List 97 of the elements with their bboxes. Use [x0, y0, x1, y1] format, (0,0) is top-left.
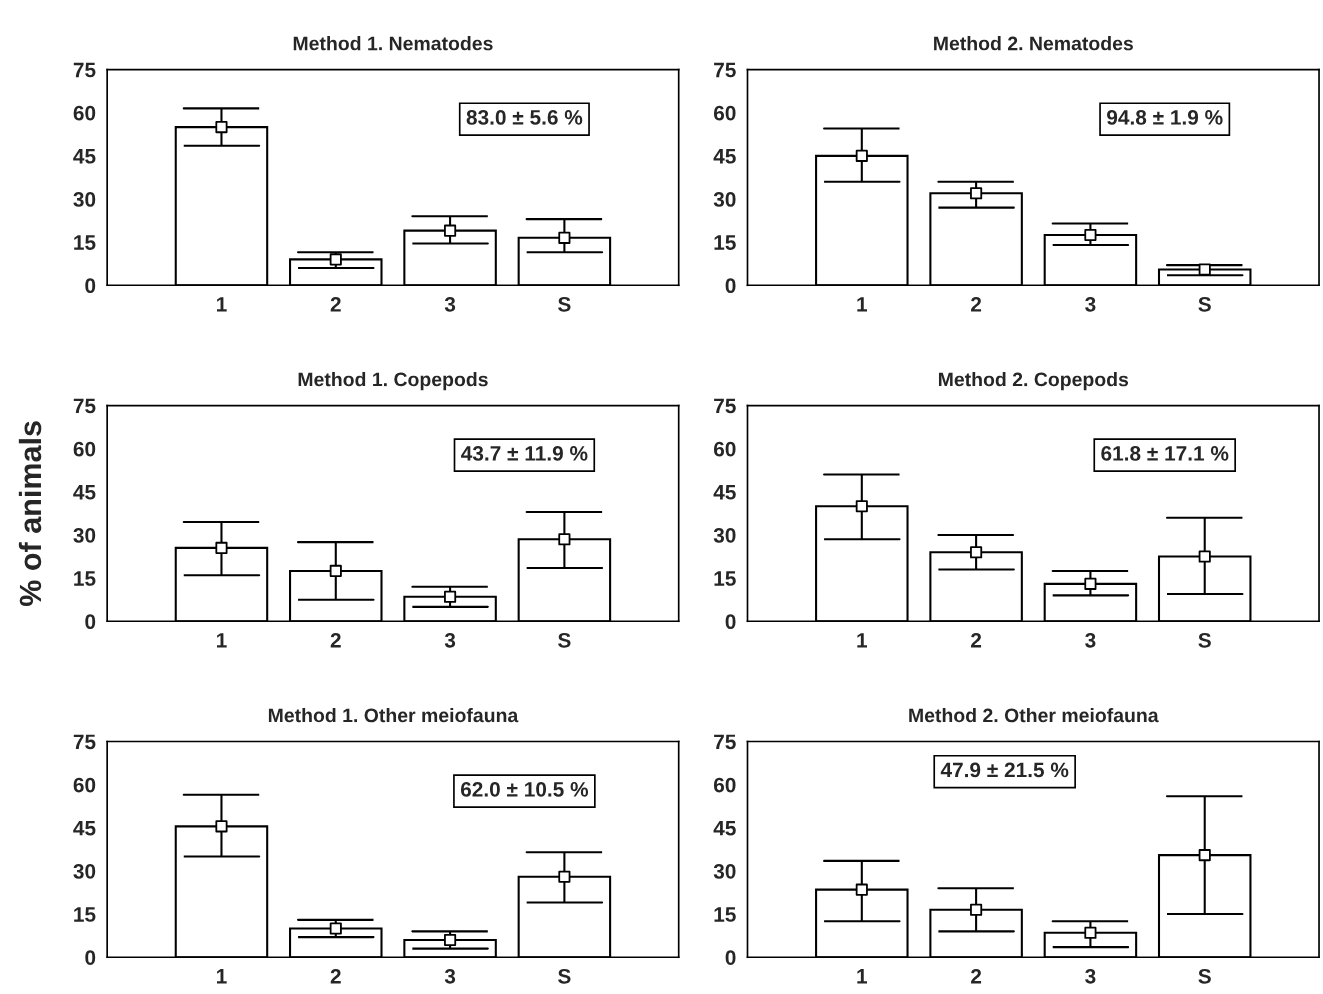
- x-tick-label: 3: [444, 632, 456, 648]
- point: [558, 231, 571, 244]
- point: [558, 870, 571, 883]
- y-tick-label: 60: [73, 105, 96, 121]
- annotation: 83.0 ± 5.6 %: [466, 110, 583, 125]
- y-tick-label: 30: [73, 863, 96, 879]
- y-tick-label: 0: [725, 278, 736, 294]
- point: [215, 820, 228, 833]
- x-tick-label: 1: [857, 297, 868, 312]
- y-tick-label: 15: [74, 907, 96, 922]
- x-tick-label: S: [558, 296, 571, 312]
- point: [1198, 849, 1211, 862]
- y-tick-label: 45: [73, 149, 96, 164]
- y-axis-title: % of animals: [18, 421, 42, 607]
- point: [1084, 926, 1097, 939]
- point: [444, 590, 457, 603]
- point: [855, 149, 868, 162]
- y-tick-label: 75: [714, 62, 736, 78]
- x-tick-label: S: [1198, 968, 1211, 984]
- chart-title: Method 2. Nematodes: [934, 36, 1133, 51]
- point: [1084, 228, 1097, 242]
- point: [970, 903, 983, 916]
- x-tick-label: S: [1198, 296, 1211, 312]
- point: [970, 187, 983, 200]
- y-tick-label: 60: [73, 441, 96, 457]
- annotation: 94.8 ± 1.9 %: [1107, 110, 1223, 125]
- x-tick-label: 2: [330, 968, 341, 984]
- chart-title: Method 1. Other meiofauna: [268, 707, 519, 723]
- y-tick-label: 0: [85, 950, 96, 965]
- y-tick-label: 60: [713, 441, 736, 457]
- y-tick-label: 15: [714, 907, 736, 922]
- x-tick-label: 2: [971, 296, 982, 312]
- point: [970, 546, 983, 559]
- y-tick-label: 45: [713, 821, 736, 836]
- point: [329, 253, 342, 266]
- point: [1198, 550, 1211, 563]
- x-tick-label: 3: [1085, 296, 1096, 312]
- x-tick-label: 2: [330, 296, 341, 312]
- chart-title: Method 1. Nematodes: [293, 36, 493, 51]
- y-tick-label: 75: [73, 62, 96, 78]
- y-tick-label: 75: [714, 398, 736, 414]
- x-tick-label: 3: [1085, 632, 1096, 648]
- chart-title: Method 2. Other meiofauna: [909, 707, 1159, 723]
- x-tick-label: 2: [971, 968, 982, 984]
- x-tick-label: 1: [216, 297, 227, 312]
- y-tick-label: 75: [714, 734, 736, 750]
- point: [1198, 263, 1211, 276]
- x-tick-label: 2: [971, 632, 982, 648]
- x-tick-label: 3: [1085, 968, 1096, 984]
- y-tick-label: 0: [725, 614, 736, 629]
- x-tick-label: 2: [330, 632, 341, 648]
- chart-title: Method 1. Copepods: [298, 372, 488, 391]
- y-tick-label: 15: [714, 571, 736, 586]
- y-tick-label: 75: [73, 734, 96, 750]
- y-tick-label: 15: [74, 235, 96, 250]
- y-tick-label: 45: [713, 149, 736, 164]
- y-tick-label: 30: [713, 863, 736, 879]
- annotation: 61.8 ± 17.1 %: [1101, 446, 1229, 461]
- y-tick-label: 15: [74, 571, 96, 586]
- x-tick-label: 1: [857, 969, 868, 984]
- x-tick-label: 3: [444, 968, 456, 984]
- x-tick-label: S: [1198, 632, 1211, 648]
- annotation: 47.9 ± 21.5 %: [940, 762, 1069, 778]
- point: [215, 541, 228, 554]
- point: [855, 883, 868, 896]
- x-tick-label: S: [558, 632, 571, 648]
- y-tick-label: 30: [713, 527, 736, 543]
- y-tick-label: 60: [713, 105, 736, 121]
- y-tick-label: 0: [85, 278, 96, 294]
- y-tick-label: 60: [713, 777, 736, 793]
- point: [558, 533, 571, 546]
- y-tick-label: 0: [725, 950, 736, 965]
- point: [444, 933, 457, 947]
- annotation: 43.7 ± 11.9 %: [461, 446, 588, 461]
- point: [329, 564, 342, 577]
- y-tick-label: 60: [73, 777, 96, 793]
- annotation: 62.0 ± 10.5 %: [460, 781, 589, 797]
- y-tick-label: 45: [73, 485, 96, 500]
- point: [215, 121, 228, 134]
- y-tick-label: 45: [713, 485, 736, 500]
- x-tick-label: 3: [444, 296, 456, 312]
- x-tick-label: 1: [857, 633, 868, 648]
- x-tick-label: 1: [216, 633, 227, 648]
- point: [855, 500, 868, 513]
- y-tick-label: 45: [73, 821, 96, 836]
- y-tick-label: 0: [85, 614, 96, 629]
- y-tick-label: 15: [714, 235, 736, 250]
- point: [329, 922, 342, 935]
- point: [444, 224, 457, 237]
- y-tick-label: 30: [713, 192, 736, 207]
- x-tick-label: 1: [216, 969, 227, 984]
- y-tick-label: 30: [73, 527, 96, 543]
- x-tick-label: S: [558, 968, 571, 984]
- y-tick-label: 30: [73, 192, 96, 207]
- y-tick-label: 75: [73, 398, 96, 414]
- chart-title: Method 2. Copepods: [938, 372, 1129, 391]
- point: [1084, 577, 1097, 590]
